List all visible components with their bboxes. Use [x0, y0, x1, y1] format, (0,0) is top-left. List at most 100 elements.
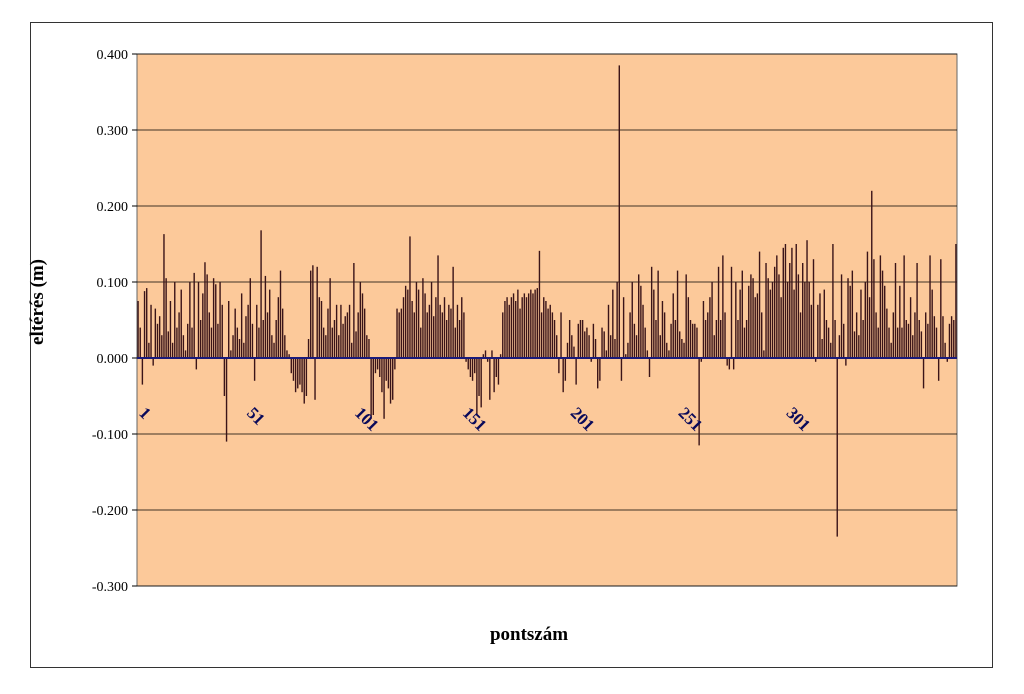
- bar: [467, 358, 469, 370]
- bar: [204, 262, 206, 358]
- bar: [955, 244, 957, 358]
- bar: [495, 358, 497, 377]
- bar: [603, 331, 605, 358]
- bar: [644, 327, 646, 358]
- bar: [843, 323, 845, 358]
- bar: [899, 285, 901, 358]
- bar: [609, 335, 612, 358]
- bar: [450, 308, 452, 358]
- bar: [789, 263, 791, 358]
- bar: [152, 358, 154, 366]
- bar: [329, 278, 331, 358]
- bar: [210, 327, 213, 358]
- bar: [769, 289, 772, 358]
- bar: [344, 316, 346, 358]
- bar: [534, 289, 536, 358]
- bar: [269, 289, 271, 358]
- bar: [858, 335, 860, 358]
- bar: [413, 312, 415, 358]
- bar: [717, 266, 720, 358]
- bar: [521, 297, 523, 358]
- bar: [713, 335, 715, 358]
- bar: [245, 316, 247, 358]
- bar: [618, 65, 620, 359]
- bar: [310, 270, 312, 358]
- y-tick-label: 0.000: [97, 352, 129, 367]
- bar: [931, 289, 933, 358]
- bar: [320, 301, 323, 358]
- bar: [474, 358, 476, 374]
- bar: [640, 285, 642, 358]
- bar: [914, 312, 916, 358]
- bar: [696, 327, 698, 358]
- bar: [676, 270, 679, 358]
- bar: [683, 342, 685, 358]
- bar: [944, 342, 946, 358]
- bar: [776, 255, 778, 358]
- bar: [547, 308, 549, 358]
- bar: [543, 297, 545, 358]
- bar: [404, 285, 407, 358]
- bar: [599, 358, 601, 381]
- bar: [471, 358, 474, 381]
- bar: [281, 308, 284, 358]
- bar: [689, 320, 692, 358]
- bar: [607, 304, 610, 358]
- bar: [540, 312, 543, 358]
- bar: [156, 323, 159, 358]
- bar: [808, 282, 810, 358]
- bar: [316, 266, 318, 358]
- bar: [722, 255, 724, 358]
- bar: [920, 331, 923, 358]
- bar: [286, 350, 288, 358]
- bar: [400, 308, 403, 358]
- bar: [374, 358, 377, 374]
- bar: [562, 358, 564, 393]
- bar: [502, 312, 504, 358]
- bar: [894, 263, 897, 358]
- bar: [549, 304, 551, 358]
- bar: [601, 327, 603, 358]
- bar: [275, 320, 277, 358]
- bar: [433, 316, 435, 358]
- y-tick-label: 0.100: [97, 276, 129, 291]
- bar: [411, 301, 413, 358]
- bar: [318, 297, 321, 358]
- bar: [228, 301, 230, 358]
- bar: [633, 323, 636, 358]
- bar: [519, 308, 521, 358]
- bar: [720, 320, 722, 358]
- bar: [922, 358, 925, 389]
- bar: [581, 320, 584, 358]
- bar: [592, 323, 595, 358]
- bar: [314, 358, 316, 400]
- bar: [197, 282, 200, 358]
- bar: [884, 285, 886, 358]
- bar: [901, 327, 903, 358]
- bar: [761, 312, 763, 358]
- bar: [797, 274, 800, 358]
- bar: [866, 251, 869, 358]
- bar: [886, 308, 888, 358]
- bar: [351, 342, 353, 358]
- bar: [925, 312, 927, 358]
- bar: [458, 320, 461, 358]
- bar: [650, 266, 653, 358]
- bar: [642, 304, 644, 358]
- bar: [838, 335, 841, 358]
- bar: [726, 358, 728, 366]
- bar: [463, 312, 465, 358]
- bar: [937, 358, 940, 381]
- bar: [392, 358, 394, 400]
- bar: [594, 339, 597, 358]
- bar: [454, 327, 456, 358]
- bar: [260, 230, 262, 358]
- bar: [193, 272, 195, 358]
- bar: [294, 358, 297, 393]
- bar: [847, 278, 849, 358]
- bar: [258, 327, 260, 358]
- bar: [307, 339, 310, 358]
- bar: [905, 320, 907, 358]
- bar: [707, 312, 709, 358]
- bar: [748, 285, 750, 358]
